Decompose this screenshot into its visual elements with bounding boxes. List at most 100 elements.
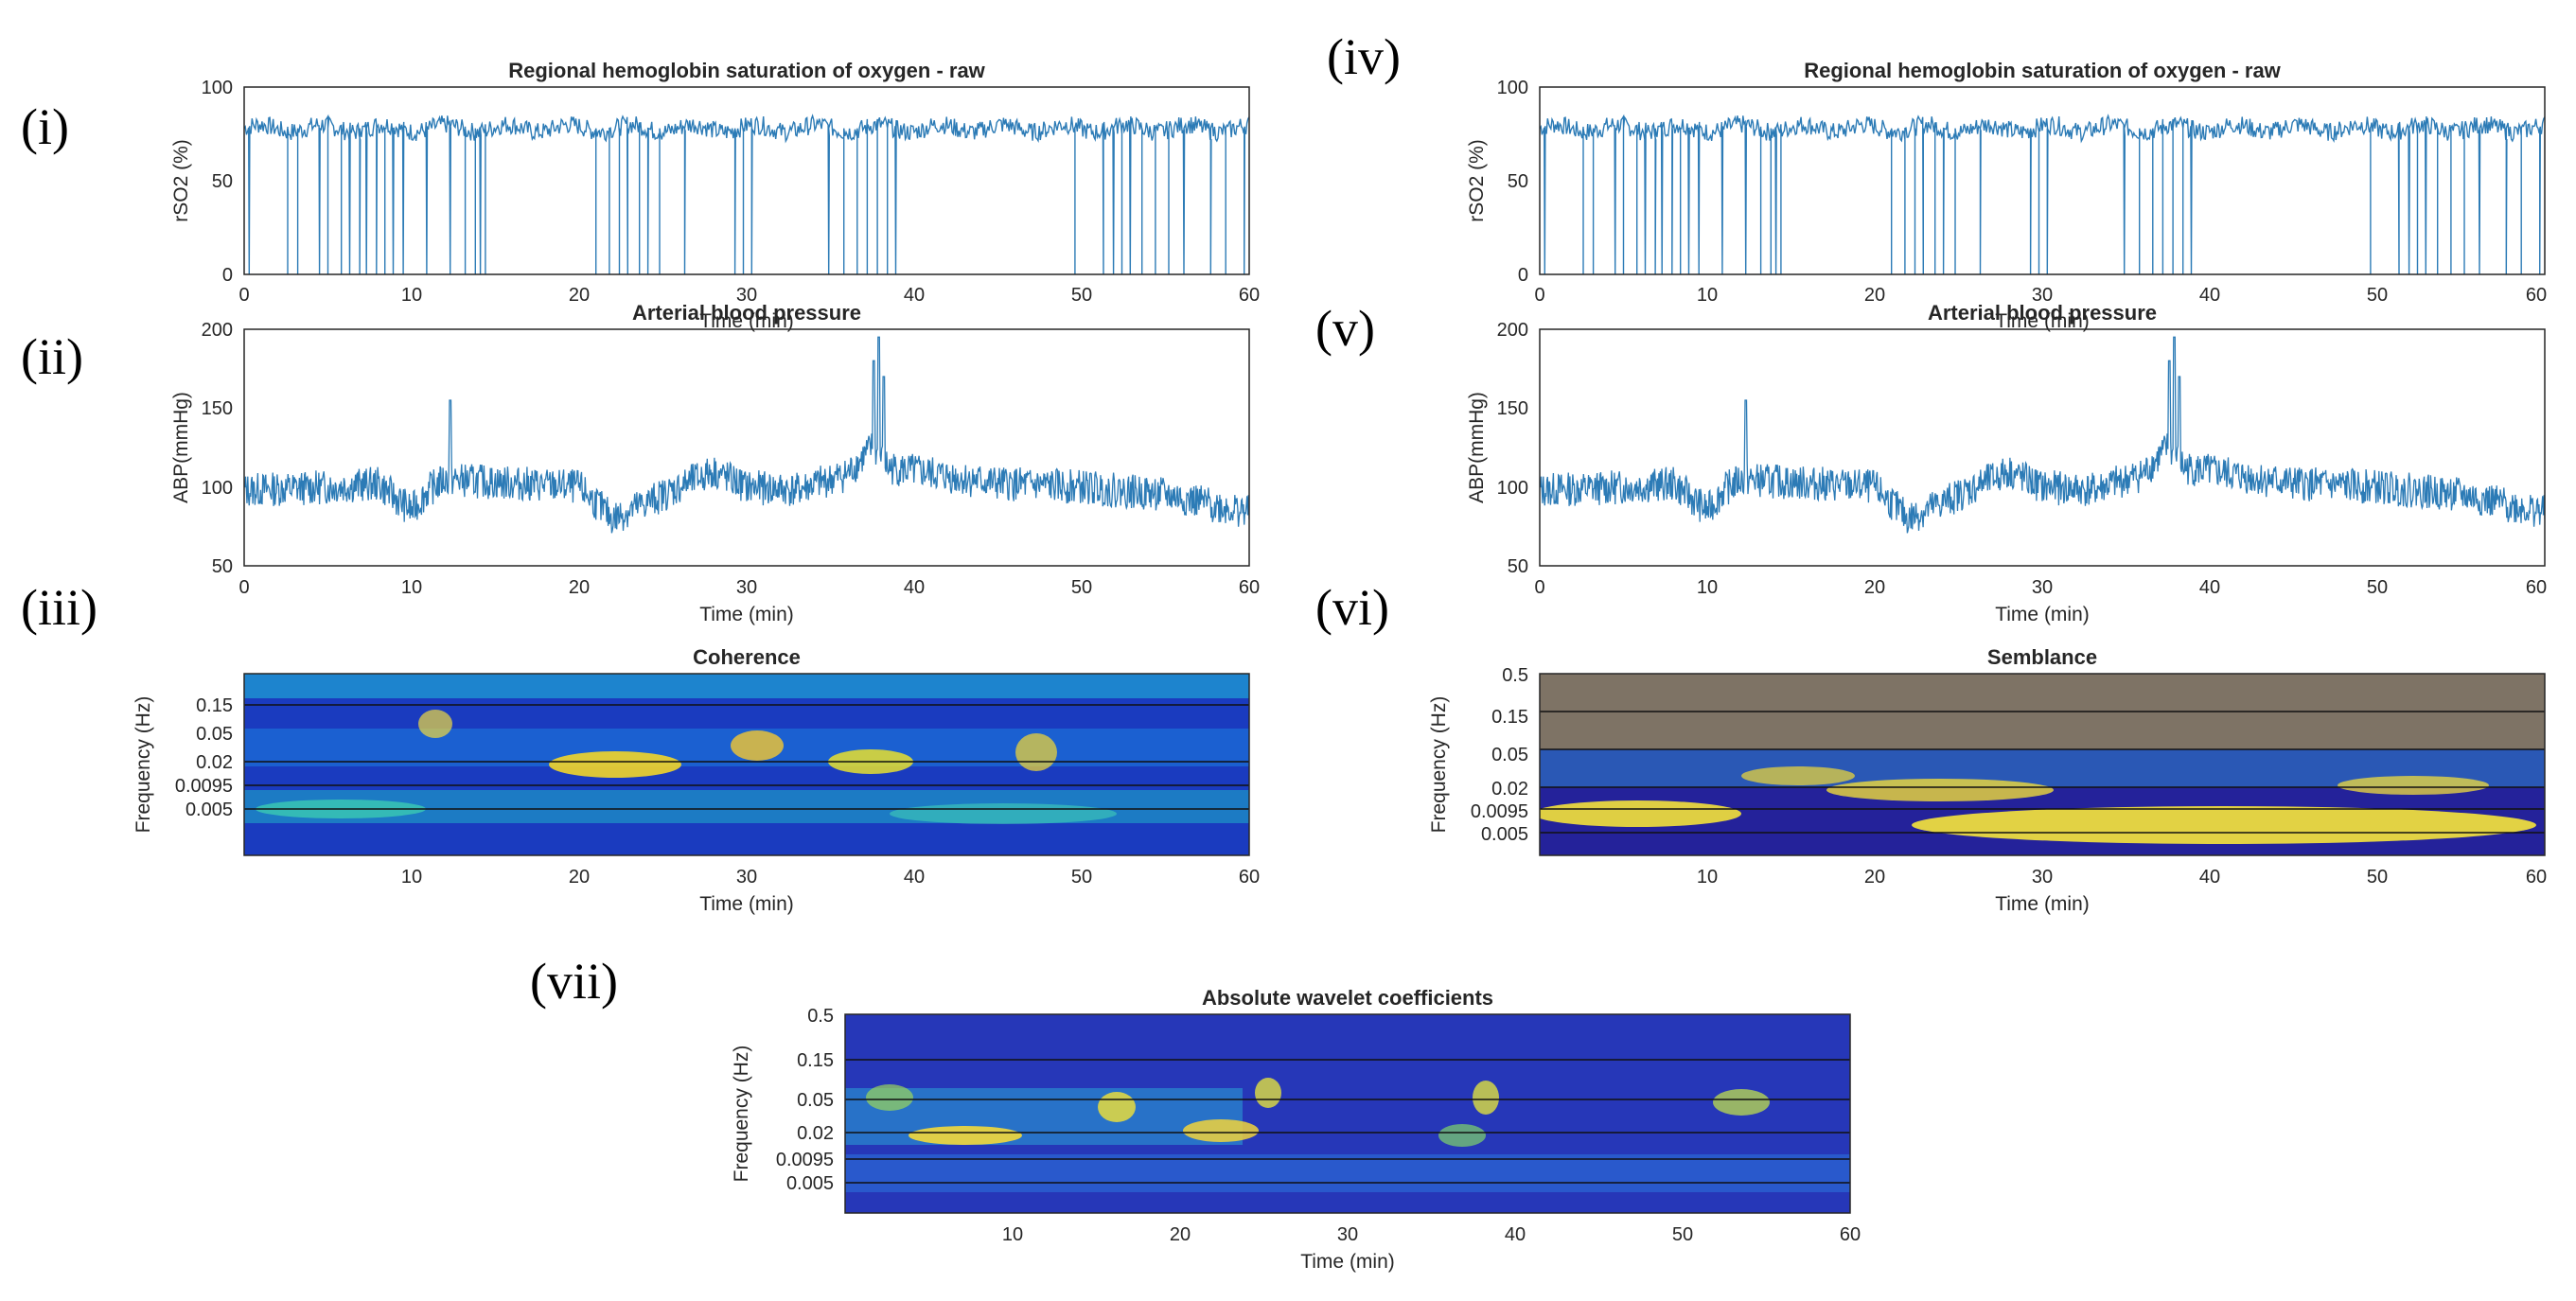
xlabel-iii: Time (min) (699, 893, 794, 915)
ytick-v-1: 100 (1497, 478, 1528, 499)
xtick-iii-2: 30 (736, 867, 757, 888)
ytick-ii-0: 50 (212, 556, 233, 577)
xticks-i: 0 10 20 30 40 50 60 (238, 285, 1260, 306)
ytick-iv-1: 50 (1508, 171, 1528, 192)
ytick-vi-1: 0.15 (1491, 707, 1528, 728)
axes-box-vi (1539, 673, 2546, 856)
ytick-iii-0: 0.15 (196, 695, 233, 716)
heatmap-blob-vi-3 (1826, 779, 2054, 801)
chart-title-v: Arterial blood pressure (1928, 301, 2157, 325)
xtick-ii-3: 30 (736, 577, 757, 598)
xtick-ii-0: 0 (238, 577, 249, 598)
xtick-ii-6: 60 (1239, 577, 1260, 598)
heatmap-blob-vii-5 (1473, 1081, 1499, 1115)
xtick-iv-3: 30 (2032, 285, 2053, 306)
chart-panel-iv: Regional hemoglobin saturation of oxygen… (1466, 59, 2547, 332)
ytick-v-2: 150 (1497, 398, 1528, 419)
chart-panel-vi: Semblance 10 20 30 40 50 60 0.5 (1428, 645, 2547, 915)
ytick-vi-3: 0.02 (1491, 779, 1528, 800)
ytick-iii-1: 0.05 (196, 724, 233, 745)
xlabel-vii: Time (min) (1300, 1251, 1395, 1273)
xticks-ii: 0 10 20 30 40 50 60 (238, 577, 1260, 598)
ytick-vii-0: 0.5 (807, 1006, 834, 1027)
xlabel-i: Time (min) (699, 310, 794, 332)
yticks-vii: 0.5 0.15 0.05 0.02 0.0095 0.005 (776, 1006, 834, 1194)
heatmap-band-iii-top (244, 674, 1249, 698)
xtick-v-5: 50 (2367, 577, 2388, 598)
xtick-iv-2: 20 (1864, 285, 1885, 306)
xtick-iii-1: 20 (569, 867, 590, 888)
ylabel-i: rSO2 (%) (170, 139, 192, 222)
ytick-i-2: 100 (202, 78, 233, 98)
chart-panel-iii: Coherence 10 20 30 40 50 60 (132, 645, 1260, 915)
yticks-vi: 0.5 0.15 0.05 0.02 0.0095 0.005 (1471, 665, 1528, 845)
xlabel-ii: Time (min) (699, 604, 794, 625)
heatmap-blob-vii-4 (1255, 1078, 1281, 1108)
chart-title-iv: Regional hemoglobin saturation of oxygen… (1804, 59, 2281, 82)
xlabel-v: Time (min) (1995, 604, 2090, 625)
yticks-iv: 0 50 100 (1497, 78, 1528, 286)
series-line-iv (1540, 114, 2545, 274)
heatmap-blob-iii-1 (549, 751, 681, 778)
chart-panel-vii: Absolute wavelet coefficients 10 20 30 4… (731, 986, 1861, 1273)
xtick-vii-4: 50 (1672, 1224, 1693, 1245)
xtick-vii-0: 10 (1002, 1224, 1023, 1245)
heatmap-blob-vii-6 (1438, 1124, 1486, 1147)
chart-title-ii: Arterial blood pressure (632, 301, 861, 325)
chart-panel-i: Regional hemoglobin saturation of oxygen… (170, 59, 1260, 332)
xtick-vii-5: 60 (1840, 1224, 1861, 1245)
ytick-vii-3: 0.02 (797, 1123, 834, 1144)
series-line-ii (244, 336, 1249, 534)
heatmap-blob-vii-7 (1713, 1089, 1770, 1116)
ytick-vii-2: 0.05 (797, 1090, 834, 1111)
xticks-v: 0 10 20 30 40 50 60 (1534, 577, 2547, 598)
heatmap-blob-vi-5 (2338, 776, 2489, 795)
panel-label-i: (i) (21, 98, 69, 155)
ytick-vi-0: 0.5 (1502, 665, 1528, 686)
xtick-iv-0: 0 (1534, 285, 1544, 306)
xtick-vi-4: 50 (2367, 867, 2388, 888)
xticks-iii: 10 20 30 40 50 60 (401, 867, 1260, 888)
heatmap-blob-vi-2 (1912, 806, 2536, 844)
panel-label-iv: (iv) (1327, 28, 1401, 85)
chart-title-iii: Coherence (693, 645, 801, 669)
ytick-vii-4: 0.0095 (776, 1150, 834, 1170)
series-line-i (244, 114, 1249, 274)
heatmap-vi (1540, 674, 2545, 855)
panel-label-v: (v) (1315, 300, 1375, 357)
heatmap-blob-vi-4 (1741, 766, 1855, 785)
yticks-v: 50 100 150 200 (1497, 320, 1528, 577)
xtick-v-4: 40 (2199, 577, 2220, 598)
panel-label-iii: (iii) (21, 579, 97, 636)
ytick-ii-2: 150 (202, 398, 233, 419)
xlabel-iv: Time (min) (1995, 310, 2090, 332)
heatmap-blob-iii-7 (890, 803, 1117, 824)
axes-box-ii (243, 328, 1250, 567)
chart-panel-ii: Arterial blood pressure 0 10 20 30 40 50… (170, 301, 1260, 625)
xtick-iii-3: 40 (904, 867, 925, 888)
xtick-vii-1: 20 (1170, 1224, 1191, 1245)
xtick-iii-5: 60 (1239, 867, 1260, 888)
xticks-vii: 10 20 30 40 50 60 (1002, 1224, 1861, 1245)
xtick-i-6: 60 (1239, 285, 1260, 306)
xtick-ii-5: 50 (1071, 577, 1092, 598)
heatmap-blob-vi-1 (1540, 800, 1741, 827)
xtick-v-2: 20 (1864, 577, 1885, 598)
xtick-vi-5: 60 (2526, 867, 2547, 888)
yticks-iii: 0.15 0.05 0.02 0.0095 0.005 (175, 695, 233, 820)
chart-panel-v: Arterial blood pressure 0 10 20 30 40 50… (1466, 301, 2547, 625)
yticks-i: 0 50 100 (202, 78, 233, 286)
ytick-v-0: 50 (1508, 556, 1528, 577)
xtick-ii-2: 20 (569, 577, 590, 598)
heatmap-blob-vii-8 (866, 1084, 913, 1111)
xtick-iv-4: 40 (2199, 285, 2220, 306)
xtick-i-5: 50 (1071, 285, 1092, 306)
axes-box-iv (1539, 86, 2546, 275)
panel-label-vii: (vii) (530, 953, 618, 1010)
ytick-vi-4: 0.0095 (1471, 801, 1528, 822)
ytick-v-3: 200 (1497, 320, 1528, 341)
xtick-v-6: 60 (2526, 577, 2547, 598)
ytick-iii-2: 0.02 (196, 752, 233, 773)
ytick-iv-0: 0 (1518, 265, 1528, 286)
